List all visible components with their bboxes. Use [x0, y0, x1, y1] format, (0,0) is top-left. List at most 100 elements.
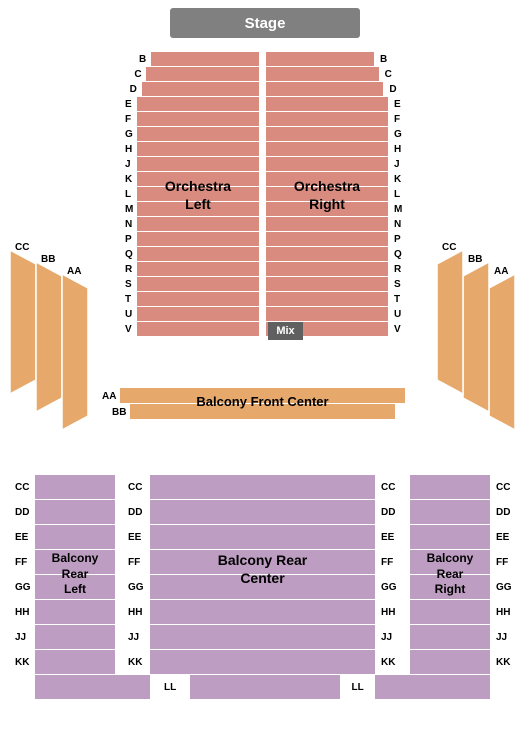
row-label: P	[125, 234, 132, 245]
row-label: T	[394, 294, 400, 305]
orchestra-row[interactable]	[137, 202, 259, 217]
row-label: V	[125, 324, 132, 335]
rear-row[interactable]	[150, 475, 375, 500]
rear-row[interactable]	[150, 625, 375, 650]
rear-row-ll[interactable]	[35, 675, 150, 700]
orchestra-row[interactable]	[137, 307, 259, 322]
orchestra-row[interactable]	[266, 52, 374, 67]
rear-row[interactable]	[35, 475, 115, 500]
orchestra-row[interactable]	[266, 307, 388, 322]
orchestra-row[interactable]	[137, 127, 259, 142]
balcony-side-col[interactable]	[36, 262, 62, 412]
orchestra-row[interactable]	[146, 67, 259, 82]
row-label: S	[394, 279, 401, 290]
rear-row[interactable]	[150, 500, 375, 525]
row-label: Q	[394, 249, 402, 260]
row-label: F	[394, 114, 400, 125]
orchestra-row[interactable]	[266, 142, 388, 157]
balcony-side-col[interactable]	[62, 274, 88, 430]
balcony-side-right[interactable]	[415, 250, 515, 430]
row-label: GG	[381, 582, 397, 593]
orchestra-right[interactable]	[266, 52, 388, 337]
orchestra-row[interactable]	[137, 262, 259, 277]
orchestra-row[interactable]	[137, 142, 259, 157]
row-label: E	[394, 99, 401, 110]
orchestra-row[interactable]	[266, 187, 388, 202]
rear-row[interactable]	[150, 600, 375, 625]
rear-row[interactable]	[35, 600, 115, 625]
balcony-rear-center-label: Balcony RearCenter	[150, 551, 375, 587]
row-label: EE	[381, 532, 394, 543]
rear-row[interactable]	[150, 650, 375, 675]
orchestra-row[interactable]	[137, 277, 259, 292]
rear-row[interactable]	[410, 500, 490, 525]
row-label: KK	[128, 657, 142, 668]
rear-row-ll[interactable]	[375, 675, 490, 700]
orchestra-row[interactable]	[266, 232, 388, 247]
row-label: KK	[381, 657, 395, 668]
orchestra-row[interactable]	[137, 157, 259, 172]
row-label: DD	[381, 507, 395, 518]
orchestra-row[interactable]	[266, 97, 388, 112]
balcony-side-left[interactable]	[10, 250, 110, 430]
orchestra-row[interactable]	[266, 67, 379, 82]
row-label: HH	[15, 607, 29, 618]
orchestra-row[interactable]	[266, 82, 383, 97]
orchestra-row[interactable]	[137, 97, 259, 112]
rear-row[interactable]	[35, 625, 115, 650]
rear-row[interactable]	[35, 500, 115, 525]
orchestra-row[interactable]	[137, 232, 259, 247]
row-label: D	[130, 84, 137, 95]
balcony-side-col[interactable]	[10, 250, 36, 394]
orchestra-row[interactable]	[266, 172, 388, 187]
rear-row[interactable]	[410, 525, 490, 550]
row-label: G	[394, 129, 402, 140]
row-label: M	[125, 204, 133, 215]
orchestra-row[interactable]	[137, 247, 259, 262]
rear-row-ll[interactable]	[190, 675, 340, 700]
row-label: J	[125, 159, 131, 170]
rear-row[interactable]	[410, 625, 490, 650]
row-label: JJ	[496, 632, 507, 643]
row-label: FF	[496, 557, 508, 568]
orchestra-row[interactable]	[137, 172, 259, 187]
row-label: LL	[352, 682, 364, 693]
row-label: FF	[15, 557, 27, 568]
orchestra-row[interactable]	[142, 82, 259, 97]
rear-row[interactable]	[150, 525, 375, 550]
row-label: DD	[496, 507, 510, 518]
orchestra-row[interactable]	[266, 262, 388, 277]
orchestra-row[interactable]	[266, 217, 388, 232]
row-label: DD	[128, 507, 142, 518]
stage: Stage	[170, 8, 360, 38]
orchestra-row[interactable]	[266, 127, 388, 142]
orchestra-row[interactable]	[137, 112, 259, 127]
orchestra-left[interactable]	[137, 52, 259, 337]
row-label: CC	[15, 482, 29, 493]
row-label: EE	[15, 532, 28, 543]
orchestra-row[interactable]	[266, 292, 388, 307]
orchestra-row[interactable]	[266, 202, 388, 217]
orchestra-row[interactable]	[137, 217, 259, 232]
rear-row[interactable]	[35, 650, 115, 675]
orchestra-row[interactable]	[137, 187, 259, 202]
orchestra-row[interactable]	[137, 322, 259, 337]
row-label: V	[394, 324, 401, 335]
row-label: CC	[496, 482, 510, 493]
row-label: E	[125, 99, 132, 110]
orchestra-row[interactable]	[137, 292, 259, 307]
rear-row[interactable]	[35, 525, 115, 550]
row-label: H	[125, 144, 132, 155]
row-label: N	[125, 219, 132, 230]
orchestra-row[interactable]	[151, 52, 259, 67]
balcony-side-col[interactable]	[463, 262, 489, 412]
orchestra-row[interactable]	[266, 157, 388, 172]
rear-row[interactable]	[410, 475, 490, 500]
orchestra-row[interactable]	[266, 247, 388, 262]
orchestra-row[interactable]	[266, 112, 388, 127]
rear-row[interactable]	[410, 600, 490, 625]
balcony-side-col[interactable]	[437, 250, 463, 394]
rear-row[interactable]	[410, 650, 490, 675]
balcony-side-col[interactable]	[489, 274, 515, 430]
orchestra-row[interactable]	[266, 277, 388, 292]
